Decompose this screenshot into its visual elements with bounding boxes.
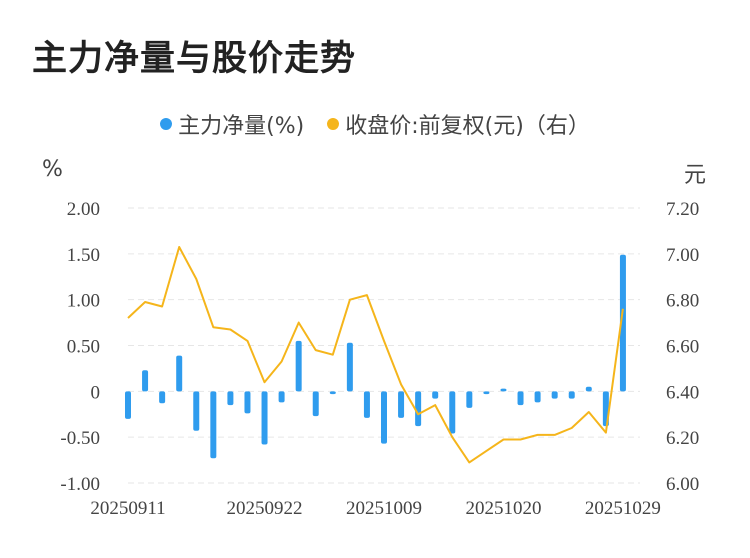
legend-dot-blue-icon bbox=[160, 118, 173, 130]
legend-dot-yellow-icon bbox=[327, 118, 340, 130]
x-tick-label: 20251009 bbox=[346, 498, 422, 519]
right-tick-label: 7.20 bbox=[666, 199, 699, 220]
bar-main-net bbox=[466, 391, 473, 408]
bar-main-net bbox=[346, 342, 353, 392]
right-tick-label: 6.20 bbox=[666, 428, 699, 449]
left-tick-label: 1.00 bbox=[67, 291, 100, 312]
left-tick-label: 0.50 bbox=[67, 337, 100, 358]
line-series bbox=[127, 246, 624, 464]
left-tick-label: 0 bbox=[91, 382, 101, 403]
bar-main-net bbox=[261, 391, 268, 445]
bar-main-net bbox=[398, 391, 405, 418]
bar-main-net bbox=[500, 388, 507, 392]
bar-main-net bbox=[142, 370, 149, 392]
legend-label-main-net: 主力净量(%) bbox=[178, 114, 305, 139]
x-tick-label: 20250911 bbox=[90, 498, 165, 519]
bar-main-net bbox=[227, 391, 234, 406]
bar-main-net bbox=[619, 254, 626, 392]
left-tick-label: -1.00 bbox=[60, 474, 100, 495]
bar-series bbox=[125, 254, 626, 459]
bar-main-net bbox=[568, 391, 575, 399]
bar-main-net bbox=[278, 391, 285, 403]
right-axis-ticks: 7.20 7.00 6.80 6.60 6.40 6.20 6.00 bbox=[666, 199, 699, 495]
right-tick-label: 6.80 bbox=[666, 291, 699, 312]
chart-title: 主力净量与股价走势 bbox=[32, 39, 357, 79]
bar-main-net bbox=[381, 391, 387, 444]
legend: 主力净量(%) 收盘价:前复权(元)（右） bbox=[0, 108, 750, 140]
legend-label-close-price: 收盘价:前复权(元)（右） bbox=[345, 114, 590, 139]
right-tick-label: 6.00 bbox=[666, 474, 699, 495]
right-axis-unit: 元 bbox=[684, 163, 707, 188]
bar-main-net bbox=[363, 391, 370, 418]
legend-item-close-price[interactable]: 收盘价:前复权(元)（右） bbox=[327, 108, 590, 140]
bar-main-net bbox=[159, 391, 166, 404]
left-axis-unit: % bbox=[42, 157, 63, 182]
x-axis-ticks: 20250911 20250922 20251009 20251020 20251029 bbox=[90, 498, 661, 519]
bar-main-net bbox=[432, 391, 439, 399]
x-tick-label: 20251029 bbox=[585, 498, 661, 519]
x-tick-label: 20250922 bbox=[227, 498, 303, 519]
bar-main-net bbox=[176, 355, 183, 392]
bar-main-net bbox=[244, 391, 251, 414]
bar-main-net bbox=[551, 391, 558, 399]
legend-item-main-net[interactable]: 主力净量(%) bbox=[160, 108, 304, 140]
bar-main-net bbox=[193, 391, 200, 431]
right-tick-label: 6.60 bbox=[666, 337, 699, 358]
bar-main-net bbox=[415, 391, 422, 427]
left-tick-label: 2.00 bbox=[67, 199, 100, 220]
bar-main-net bbox=[517, 391, 524, 406]
bar-main-net bbox=[585, 386, 592, 392]
bar-main-net bbox=[210, 391, 217, 459]
bar-main-net bbox=[295, 340, 302, 392]
bar-main-net bbox=[483, 391, 490, 395]
right-tick-label: 6.40 bbox=[666, 382, 699, 403]
left-tick-label: -0.50 bbox=[60, 428, 100, 449]
left-axis-ticks: 2.00 1.50 1.00 0.50 0 -0.50 -1.00 bbox=[60, 199, 100, 495]
left-tick-label: 1.50 bbox=[67, 245, 100, 266]
bar-main-net bbox=[534, 391, 541, 403]
line-close-price bbox=[127, 246, 624, 464]
bar-main-net bbox=[312, 391, 319, 417]
right-tick-label: 7.00 bbox=[666, 245, 699, 266]
bar-main-net bbox=[449, 391, 456, 434]
bar-main-net bbox=[329, 391, 336, 395]
bar-main-net bbox=[125, 391, 131, 419]
x-tick-label: 20251020 bbox=[465, 498, 541, 519]
